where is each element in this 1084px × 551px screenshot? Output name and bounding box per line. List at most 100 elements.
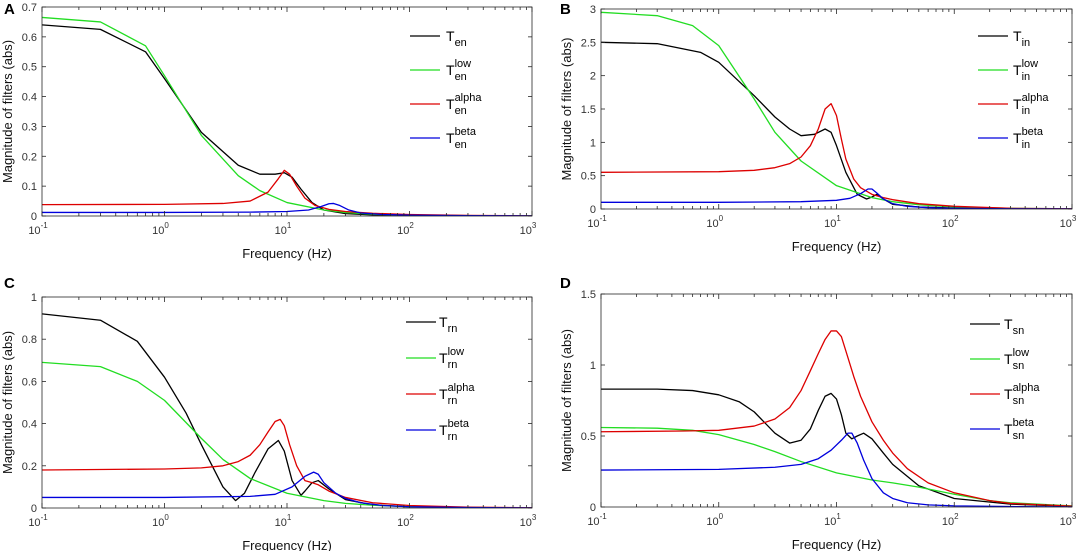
panel-d-ytick-label: 1	[590, 360, 596, 372]
panel-c-xlabel: Frequency (Hz)	[242, 538, 332, 551]
panel-b-legend-label: Tbeta in	[1013, 126, 1044, 151]
panel-d-series-line-alpha	[601, 330, 1072, 507]
panel-d-xtick-label: 101	[824, 512, 841, 528]
panel-a-plot: 0 0.1 0.2 0.3 0.4 0.5 0.6 0.7 10-1 100 101 102 103 Te…	[22, 2, 537, 237]
panel-b-plot: 0 0.5 1 1.5 2 2.5 3 10-1 100 101 102 103 Tin Tlow in Ta…	[581, 4, 1077, 230]
panel-d-ylabel: Magnitude of filters (abs)	[559, 329, 574, 472]
panel-b-ytick-label: 2	[590, 71, 596, 83]
panel-d-legend-label: Tlow sn	[1004, 347, 1029, 372]
panel-d-series-line-beta	[601, 432, 1072, 507]
panel-b-xlabel: Frequency (Hz)	[792, 239, 882, 254]
panel-d-ytick-label: 1.5	[581, 289, 596, 301]
panel-b-legend: Tin Tlow in Talpha in Tbeta in	[978, 28, 1049, 151]
panel-a-legend: Ten Tlow en Talpha en Tbeta en	[410, 28, 482, 151]
panel-b-ytick-label: 1.5	[581, 104, 596, 116]
panel-b-legend-label: Tlow in	[1013, 58, 1038, 83]
panel-b-legend-label: Tin	[1013, 28, 1030, 49]
panel-a-ytick-label: 0.7	[22, 2, 37, 14]
panel-a-xtick-label: 101	[275, 221, 292, 237]
panel-d-series-group	[601, 330, 1072, 507]
panel-c-xtick-label: 103	[520, 513, 537, 529]
panel-b-series-group	[601, 11, 1072, 209]
panel-a-ytick-label: 0.2	[22, 151, 37, 163]
panel-b-ytick-label: 2.5	[581, 37, 596, 49]
panel-a-legend-label: Tbeta en	[446, 126, 477, 151]
panel-b-ylabel: Magnitude of filters (abs)	[559, 37, 574, 180]
panel-c-ytick-label: 1	[31, 292, 37, 304]
panel-a-series-line-beta	[42, 202, 532, 216]
panel-b-ytick-label: 0	[590, 204, 596, 216]
panel-b-ytick-label: 3	[590, 4, 596, 16]
panel-letter-d: D	[560, 275, 571, 292]
panel-a-series-line-alpha	[42, 169, 532, 216]
panel-d-plot: 0 0.5 1 1.5 10-1 100 101 102 103 Tsn Tlow sn Talpha s…	[581, 289, 1077, 528]
panel-b-xtick-label: 100	[706, 214, 723, 230]
panel-c-legend: Trn Tlow rn Talpha rn Tbeta rn	[406, 314, 475, 443]
panel-c-legend-label: Tlow rn	[439, 346, 464, 371]
panel-b-xtick-label: 102	[942, 214, 959, 230]
panel-a-ylabel: Magnitude of filters (abs)	[0, 40, 15, 183]
panel-c-legend-label: Talpha rn	[439, 382, 475, 407]
panel-b-xtick-label: 10-1	[587, 214, 607, 230]
panel-b-xtick-label: 103	[1060, 214, 1077, 230]
panel-letter-c: C	[4, 275, 15, 292]
panel-a-ytick-label: 0.3	[22, 121, 37, 133]
panel-c-series-line-alpha	[42, 418, 532, 508]
panel-b-axes-box	[600, 8, 1073, 210]
panel-c-legend-label: Trn	[439, 314, 457, 335]
panel-c-ytick-label: 0.6	[22, 376, 37, 388]
panel-b-ytick-label: 0.5	[581, 171, 596, 183]
panel-a: A Magnitude of filters (abs) Frequency (…	[0, 1, 537, 261]
panel-a-legend-label: Ten	[446, 28, 467, 49]
panel-b-series-line-beta	[601, 188, 1072, 209]
panel-d-xtick-label: 10-1	[587, 512, 607, 528]
panel-c-ytick-label: 0	[31, 503, 37, 515]
panel-c-series-line-beta	[42, 471, 532, 508]
panel-c: C Magnitude of filters (abs) Frequency (…	[0, 275, 537, 551]
panel-letter-b: B	[560, 1, 571, 18]
panel-a-xtick-label: 103	[520, 221, 537, 237]
panel-d-legend-label: Talpha sn	[1004, 382, 1040, 407]
panel-b-xtick-label: 101	[824, 214, 841, 230]
panel-d-xtick-label: 102	[942, 512, 959, 528]
panel-a-ytick-label: 0	[31, 211, 37, 223]
panel-d-legend-label: Tbeta sn	[1004, 417, 1035, 442]
panel-b-series-line-low	[601, 11, 1072, 209]
panel-d-legend-label: Tsn	[1004, 316, 1024, 337]
panel-b-series-line-alpha	[601, 103, 1072, 209]
panel-d: D Magnitude of filters (abs) Frequency (…	[559, 275, 1077, 551]
panel-c-series-group	[42, 313, 532, 508]
panel-d-series-line-low	[601, 426, 1072, 507]
panel-a-xtick-label: 10-1	[28, 221, 48, 237]
panel-d-series-line-total	[601, 388, 1072, 507]
panel-b-legend-label: Talpha in	[1013, 92, 1049, 117]
panel-a-ytick-label: 0.6	[22, 32, 37, 44]
panel-a-xtick-label: 100	[152, 221, 169, 237]
panel-d-ytick-label: 0	[590, 502, 596, 514]
panel-c-ytick-label: 0.2	[22, 461, 37, 473]
panel-c-ytick-label: 0.8	[22, 334, 37, 346]
panel-a-ytick-label: 0.1	[22, 181, 37, 193]
panel-d-ytick-label: 0.5	[581, 431, 596, 443]
panel-a-legend-label: Talpha en	[446, 92, 482, 117]
panel-a-xlabel: Frequency (Hz)	[242, 246, 332, 261]
panel-d-xlabel: Frequency (Hz)	[792, 537, 882, 551]
panel-c-xtick-label: 102	[397, 513, 414, 529]
panel-c-ylabel: Magnitude of filters (abs)	[0, 331, 15, 474]
panel-c-xtick-label: 10-1	[28, 513, 48, 529]
panel-d-legend: Tsn Tlow sn Talpha sn Tbeta sn	[970, 316, 1040, 442]
panel-letter-a: A	[4, 1, 15, 18]
panel-b-ytick-label: 1	[590, 137, 596, 149]
panel-a-legend-label: Tlow en	[446, 58, 471, 83]
panel-a-series-line-total	[42, 24, 532, 216]
panel-d-xtick-label: 103	[1060, 512, 1077, 528]
panel-a-ytick-label: 0.5	[22, 62, 37, 74]
panel-c-xtick-label: 101	[275, 513, 292, 529]
panel-c-legend-label: Tbeta rn	[439, 418, 470, 443]
panel-c-series-line-total	[42, 313, 532, 508]
panel-d-xtick-label: 100	[706, 512, 723, 528]
panel-b: B Magnitude of filters (abs) Frequency (…	[559, 1, 1077, 254]
panel-a-series-group	[42, 16, 532, 216]
